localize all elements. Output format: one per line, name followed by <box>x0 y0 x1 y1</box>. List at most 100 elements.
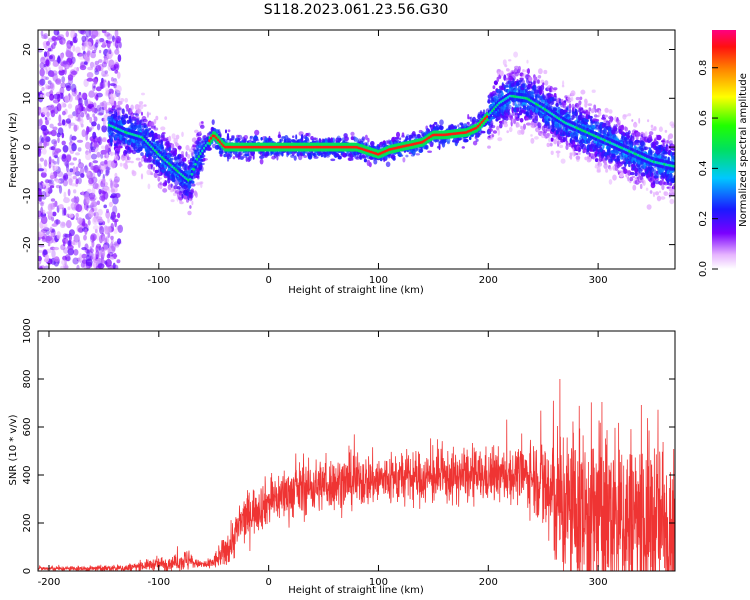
heat-cell <box>77 147 82 152</box>
heat-cell <box>138 103 144 110</box>
heat-cell <box>85 152 92 161</box>
heat-cell <box>453 125 458 129</box>
heat-cell <box>594 118 600 122</box>
heat-cell <box>114 172 118 178</box>
heat-cell <box>43 159 48 167</box>
heat-cell <box>48 156 52 165</box>
heat-cell <box>427 150 432 153</box>
heat-cell <box>96 92 103 98</box>
heat-cell <box>153 118 157 125</box>
heat-cell <box>550 150 554 155</box>
heat-cell <box>526 122 531 126</box>
heat-cell <box>87 219 91 226</box>
heat-cell <box>252 154 255 160</box>
heat-cell <box>251 140 257 144</box>
heat-cell <box>86 171 90 176</box>
heat-cell <box>187 210 192 216</box>
heat-cell <box>80 111 85 118</box>
heat-cell <box>115 85 122 94</box>
heat-cell <box>94 183 100 190</box>
heat-cell <box>647 119 650 123</box>
heat-cell <box>97 112 104 116</box>
heat-cell <box>254 138 260 142</box>
heat-cell <box>110 235 114 240</box>
heat-cell <box>67 114 74 119</box>
heat-cell <box>603 163 608 169</box>
heat-cell <box>313 156 319 159</box>
heat-cell <box>103 186 110 192</box>
heat-cell <box>63 207 67 216</box>
heat-cell <box>38 244 45 248</box>
heat-cell <box>72 257 79 265</box>
heat-cell <box>488 128 493 132</box>
heat-cell <box>538 68 543 75</box>
heat-cell <box>201 166 204 172</box>
heat-cell <box>507 68 511 72</box>
heat-cell <box>265 150 270 157</box>
heat-cell <box>584 119 589 123</box>
heat-cell <box>506 130 510 134</box>
heat-cell <box>124 97 129 103</box>
heat-cell <box>85 30 92 38</box>
heat-cell <box>77 256 84 262</box>
heat-cell <box>523 123 526 130</box>
heat-cell <box>631 119 634 122</box>
heat-cell <box>519 118 524 123</box>
heat-cell <box>182 157 187 162</box>
heat-cell <box>116 147 121 151</box>
heat-cell <box>91 121 97 127</box>
heat-cell <box>100 248 106 258</box>
heat-cell <box>143 104 147 107</box>
heat-cell <box>555 150 561 154</box>
heat-cell <box>48 104 55 110</box>
heat-cell <box>48 55 53 60</box>
heat-cell <box>120 98 125 102</box>
heat-cell <box>62 145 69 153</box>
heat-cell <box>351 156 354 161</box>
heat-cell <box>164 116 168 120</box>
heat-cell <box>51 249 56 259</box>
heat-cell <box>86 205 94 209</box>
heat-cell <box>38 106 42 115</box>
heat-cell <box>80 30 86 35</box>
heat-cell <box>97 218 104 223</box>
heat-cell <box>125 160 131 163</box>
heat-cell <box>61 76 66 83</box>
heat-cell <box>130 160 134 164</box>
heat-cell <box>143 119 149 124</box>
heat-cell <box>115 156 119 160</box>
heat-cell <box>170 189 174 193</box>
heat-cell <box>109 83 116 87</box>
heat-cell <box>117 224 124 233</box>
heat-cell <box>617 155 620 162</box>
heat-cell <box>605 168 609 173</box>
heat-cell <box>58 204 64 210</box>
heat-cell <box>38 197 43 202</box>
heat-cell <box>537 75 542 79</box>
heat-cell <box>65 49 71 58</box>
heat-cell <box>70 70 78 76</box>
heat-cell <box>61 222 66 227</box>
heat-cell <box>114 30 119 38</box>
heat-cell <box>125 104 129 110</box>
heat-cell <box>39 94 43 98</box>
heat-cell <box>60 265 67 269</box>
heat-cell <box>626 135 631 139</box>
heat-cell <box>565 140 569 146</box>
heat-cell <box>292 135 295 138</box>
heat-cell <box>90 233 97 241</box>
heat-cell <box>116 37 121 44</box>
heat-cell <box>108 59 115 68</box>
heat-cell <box>107 167 111 170</box>
heat-cell <box>100 153 104 159</box>
heat-cell <box>63 191 67 199</box>
heat-cell <box>63 197 70 204</box>
heat-cell <box>118 94 121 101</box>
heat-cell <box>40 228 48 234</box>
heat-cell <box>90 51 96 59</box>
heat-cell <box>570 97 574 102</box>
heat-cell <box>77 52 83 57</box>
heat-cell <box>117 238 122 245</box>
heat-cell <box>457 124 460 128</box>
